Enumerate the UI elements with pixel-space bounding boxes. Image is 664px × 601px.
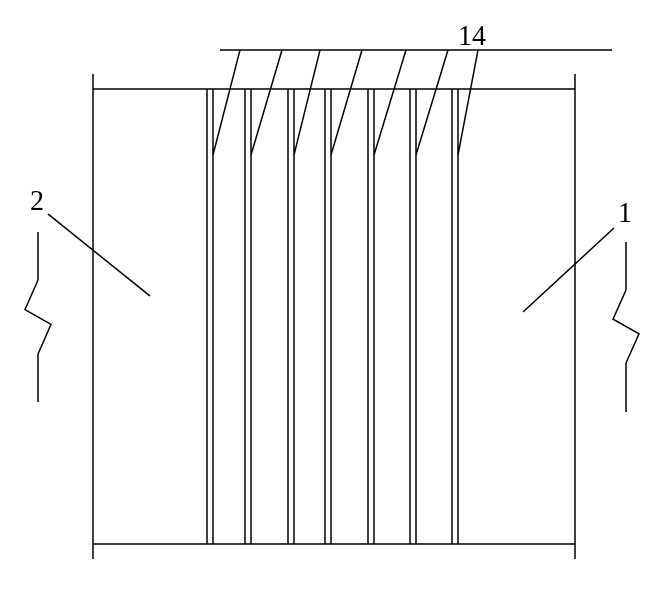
label-14-leader-7	[458, 50, 478, 155]
engineering-diagram: 14 1 2	[0, 0, 664, 601]
label-14-leader-5	[374, 50, 406, 155]
label-1-text: 1	[618, 198, 632, 229]
label-2-text: 2	[30, 186, 44, 217]
label-14-leader-4	[331, 50, 362, 155]
label-2-leader	[48, 214, 150, 296]
vertical-bars	[207, 89, 458, 544]
label-1-leader	[523, 228, 614, 312]
label-2-break-zig	[25, 280, 51, 354]
label-14-leader-6	[416, 50, 448, 155]
callout-2: 2	[25, 186, 150, 402]
callout-14: 14	[213, 21, 612, 155]
label-14-leader-3	[294, 50, 320, 155]
label-1-break-zig	[613, 290, 639, 363]
callout-1: 1	[523, 198, 639, 412]
label-14-leader-1	[213, 50, 240, 155]
label-14-text: 14	[458, 21, 486, 52]
label-14-leader-2	[251, 50, 282, 155]
